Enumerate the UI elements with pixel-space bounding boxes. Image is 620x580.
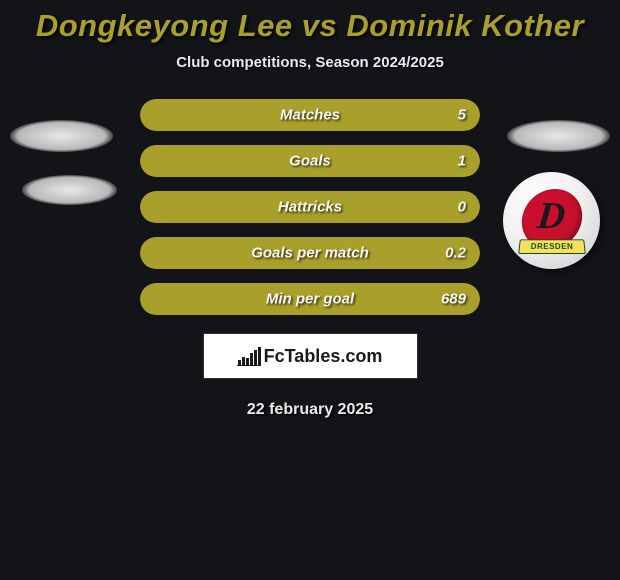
snapshot-date: 22 february 2025 <box>247 401 373 419</box>
stat-label: Min per goal <box>266 291 354 308</box>
comparison-title: Dongkeyong Lee vs Dominik Kother <box>36 8 584 44</box>
stat-row-matches: Matches 5 <box>140 99 480 131</box>
team-left-badge-shadow <box>22 175 117 205</box>
team-badge-ribbon: DRESDEN <box>518 239 586 254</box>
team-badge-ribbon-text: DRESDEN <box>530 242 573 251</box>
stat-value-right: 1 <box>458 153 466 170</box>
player-left-avatar-shadow <box>10 120 113 152</box>
stat-row-goals: Goals 1 <box>140 145 480 177</box>
stat-label: Hattricks <box>278 199 342 216</box>
comparison-subtitle: Club competitions, Season 2024/2025 <box>176 54 444 71</box>
stat-row-goals-per-match: Goals per match 0.2 <box>140 237 480 269</box>
stat-value-right: 5 <box>458 107 466 124</box>
team-right-badge: D DRESDEN <box>503 172 600 269</box>
stat-value-right: 0.2 <box>445 245 466 262</box>
stat-value-right: 689 <box>441 291 466 308</box>
stat-label: Goals <box>289 153 331 170</box>
player-right-avatar-shadow <box>507 120 610 152</box>
team-badge-letter: D <box>535 194 567 238</box>
source-logo[interactable]: FcTables.com <box>203 333 418 379</box>
stat-label: Goals per match <box>251 245 369 262</box>
bar-chart-icon <box>238 347 260 365</box>
stat-row-hattricks: Hattricks 0 <box>140 191 480 223</box>
stat-row-min-per-goal: Min per goal 689 <box>140 283 480 315</box>
team-badge-inner: D DRESDEN <box>517 186 587 256</box>
source-logo-text: FcTables.com <box>264 346 383 367</box>
stat-label: Matches <box>280 107 340 124</box>
stat-value-right: 0 <box>458 199 466 216</box>
